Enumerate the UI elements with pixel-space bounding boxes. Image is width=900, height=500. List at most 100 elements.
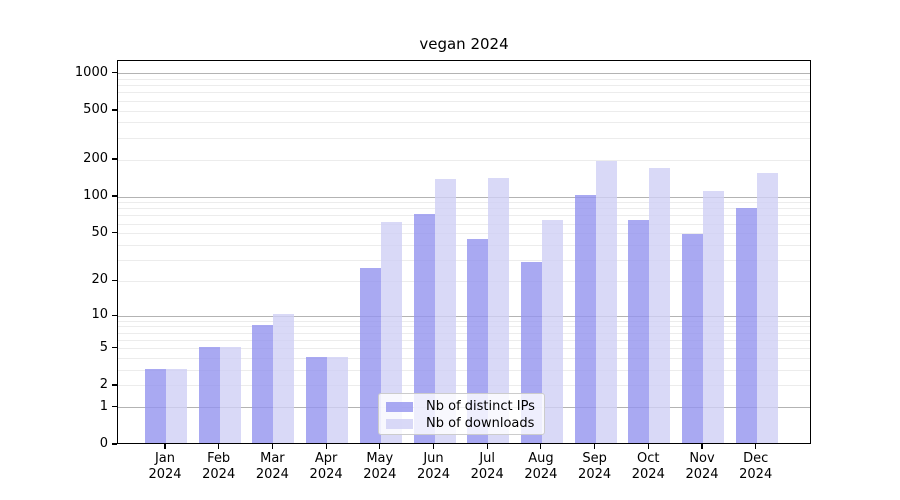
y-tick-label: 5	[99, 339, 108, 355]
minor-gridline	[118, 280, 810, 282]
x-tick-month: Sep	[582, 451, 607, 466]
y-tick-label: 100	[83, 188, 108, 204]
bar-downloads-jun	[434, 179, 456, 443]
y-tick-mark	[112, 72, 117, 74]
bar-ips-jun	[413, 214, 435, 443]
y-tick-mark	[112, 279, 117, 282]
bar-ips-may	[359, 267, 381, 443]
x-tick-year: 2024	[470, 467, 504, 482]
y-tick-mark	[112, 406, 117, 408]
bar-ips-nov	[682, 233, 703, 443]
x-tick-year: 2024	[685, 467, 719, 482]
bar-ips-sep	[574, 195, 596, 443]
x-tick-year: 2024	[631, 467, 665, 482]
y-tick-mark	[112, 195, 117, 197]
x-tick-label-mar: Mar 2024	[237, 451, 307, 483]
x-tick-label-jul: Jul 2024	[452, 451, 522, 483]
minor-gridline	[118, 244, 810, 246]
x-tick-label-oct: Oct 2024	[613, 451, 683, 483]
bar-downloads-mar	[273, 314, 295, 443]
x-tick-month: Aug	[528, 451, 554, 466]
minor-gridline	[118, 85, 810, 87]
x-tick-mark	[164, 444, 166, 449]
bar-downloads-dec	[756, 173, 778, 443]
x-tick-month: Jun	[423, 451, 444, 466]
y-tick-mark	[112, 232, 117, 234]
minor-gridline	[118, 348, 810, 350]
x-tick-month: Oct	[637, 451, 660, 466]
minor-gridline	[118, 370, 810, 372]
bar-downloads-feb	[219, 346, 241, 443]
x-tick-month: Dec	[743, 451, 769, 466]
major-gridline	[118, 315, 810, 317]
x-tick-year: 2024	[309, 467, 343, 482]
minor-gridline	[118, 332, 810, 334]
legend-label: Nb of distinct IPs	[426, 399, 535, 414]
x-tick-year: 2024	[739, 467, 773, 482]
y-tick-mark	[112, 314, 117, 316]
minor-gridline	[118, 110, 810, 112]
minor-gridline	[118, 215, 810, 217]
plot-area	[117, 60, 811, 444]
minor-gridline	[118, 208, 810, 210]
major-gridline	[118, 196, 810, 198]
bar-ips-oct	[628, 219, 650, 443]
bar-ips-jan	[145, 368, 166, 443]
x-tick-month: May	[366, 451, 394, 466]
x-tick-month: Feb	[207, 451, 231, 466]
x-tick-label-dec: Dec 2024	[721, 451, 791, 483]
minor-gridline	[118, 233, 810, 235]
x-tick-year: 2024	[363, 467, 397, 482]
legend-item-downloads: Nb of downloads	[386, 415, 544, 432]
legend: Nb of distinct IPs Nb of downloads	[378, 393, 545, 435]
bar-downloads-sep	[595, 161, 617, 443]
minor-gridline	[118, 202, 810, 204]
minor-gridline	[118, 326, 810, 328]
x-tick-label-jun: Jun 2024	[399, 451, 469, 483]
x-tick-month: Jul	[479, 451, 496, 466]
x-tick-mark	[325, 444, 327, 449]
bar-ips-feb	[198, 346, 220, 443]
y-tick-label: 20	[91, 272, 108, 288]
x-tick-year: 2024	[148, 467, 182, 482]
bar-ips-mar	[252, 324, 274, 443]
bar-downloads-nov	[703, 191, 724, 443]
y-tick-label: 500	[83, 102, 108, 118]
x-tick-year: 2024	[255, 467, 289, 482]
x-tick-year: 2024	[524, 467, 558, 482]
x-tick-month: Apr	[314, 451, 338, 466]
minor-gridline	[118, 159, 810, 161]
y-tick-mark	[112, 158, 117, 160]
x-tick-month: Jan	[154, 451, 176, 466]
x-tick-mark	[755, 444, 757, 449]
x-tick-mark	[594, 444, 596, 449]
y-tick-label: 1	[99, 398, 108, 414]
legend-swatch-downloads-icon	[386, 418, 413, 429]
y-tick-label: 10	[91, 307, 108, 323]
legend-label: Nb of downloads	[426, 416, 535, 431]
x-tick-mark	[432, 444, 435, 449]
minor-gridline	[118, 100, 810, 102]
bar-downloads-jul	[488, 177, 510, 443]
minor-gridline	[118, 79, 810, 80]
bar-downloads-oct	[649, 168, 671, 443]
y-tick-mark	[112, 109, 117, 111]
bar-downloads-jan	[166, 368, 187, 443]
minor-gridline	[118, 339, 810, 341]
x-tick-mark	[379, 444, 381, 449]
x-tick-mark	[271, 444, 273, 449]
bar-ips-jul	[467, 238, 489, 443]
minor-gridline	[118, 320, 810, 322]
bar-ips-dec	[735, 208, 757, 443]
bar-downloads-aug	[541, 220, 563, 443]
x-tick-month: Mar	[260, 451, 285, 466]
x-tick-label-apr: Apr 2024	[291, 451, 361, 483]
x-tick-label-jan: Jan 2024	[130, 451, 200, 483]
y-tick-mark	[112, 443, 117, 445]
x-tick-month: Nov	[689, 451, 715, 466]
bar-ips-apr	[306, 356, 328, 443]
x-tick-label-sep: Sep 2024	[560, 451, 630, 483]
major-gridline	[118, 73, 810, 75]
y-tick-label: 200	[83, 151, 108, 167]
x-tick-year: 2024	[578, 467, 612, 482]
